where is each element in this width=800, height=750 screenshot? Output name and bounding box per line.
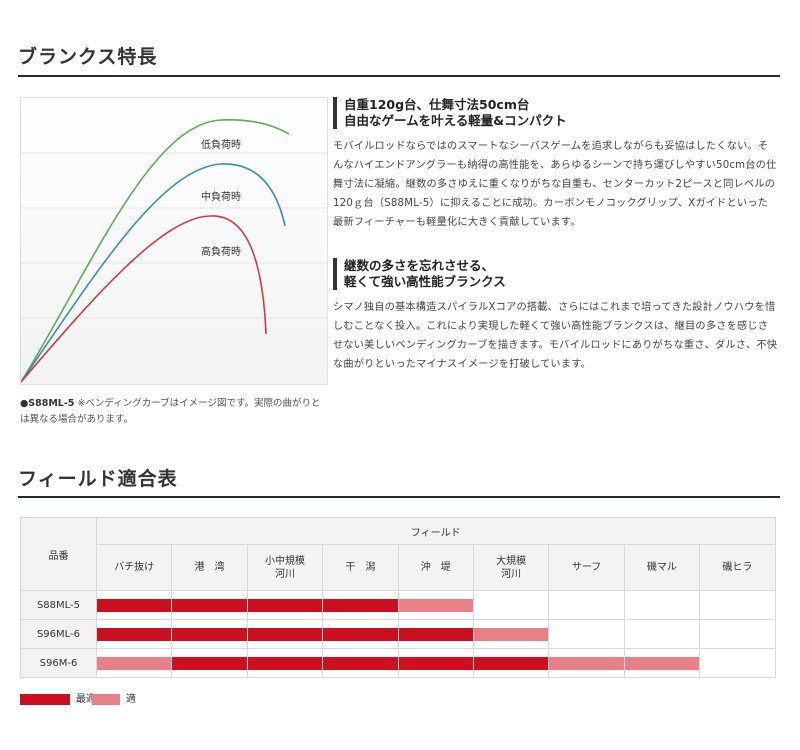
legend-good: 適 [92, 690, 136, 705]
field-cell [171, 619, 248, 649]
field-header-8: 磯マル [623, 544, 701, 591]
rating-bar-best [323, 628, 398, 641]
section-title-blanks: ブランクス特長 [18, 46, 158, 68]
field-cell [699, 648, 776, 678]
field-cell [397, 619, 474, 649]
feature-title-line2: 軽くて強い高性能ブランクス [344, 274, 506, 289]
feature-body: モバイルロッドならではのスマートなシーバスゲームを追求しながらも妥協はしたくない… [333, 141, 777, 228]
feature-body: シマノ独自の基本構造スパイラルXコアの搭載、さらにはこれまで培ってきた設計ノウハ… [333, 302, 778, 370]
rating-bar-best [172, 628, 247, 641]
field-cell [472, 648, 550, 678]
feature-blanks: 継数の多さを忘れさせる、 軽くて強い高性能ブランクス シマノ独自の基本構造スパイ… [333, 258, 778, 374]
curve-mid-load [21, 163, 286, 383]
rating-bar-best [323, 657, 398, 670]
legend-swatch-good [92, 693, 120, 705]
feature-title-line2: 自由なゲームを叶える軽量&コンパクト [344, 113, 567, 128]
field-cell [548, 648, 625, 678]
bending-curve-svg: 低負荷時 中負荷時 高負荷時 [21, 118, 327, 383]
field-cell [548, 590, 625, 620]
table-row: S96M-6 [20, 648, 776, 678]
field-header-9: 磯ヒラ [699, 544, 776, 591]
rating-bar-best [172, 599, 247, 612]
rating-bar-best [247, 628, 323, 641]
section-title-field: フィールド適合表 [18, 468, 178, 490]
field-cell [472, 590, 550, 620]
field-compatibility-table: 品番 フィールド バチ抜け港 湾小中規模 河川干 潟沖 堤大規模 河川 サーフ 磯マ… [20, 517, 776, 678]
rating-bar-good [624, 657, 700, 670]
field-header-3: 小中規模 河川 [246, 544, 324, 591]
field-cell [699, 590, 776, 620]
field-cell [472, 619, 550, 649]
field-cell [322, 619, 399, 649]
table-row: S88ML-5 [20, 590, 776, 620]
feature-heading: 自重120g台、仕舞寸法50cm台 自由なゲームを叶える軽量&コンパクト [333, 97, 778, 129]
col-header-model: 品番 [20, 517, 97, 591]
field-header-2: 港 湾 [171, 544, 248, 591]
rating-bar-best [398, 628, 473, 641]
label-low-load: 低負荷時 [201, 138, 241, 151]
field-header-7: サーフ [548, 544, 625, 591]
rating-bar-best [323, 599, 398, 612]
rating-bar-best [473, 657, 549, 670]
field-cell [623, 648, 701, 678]
field-header-4: 干 潟 [322, 544, 399, 591]
row-model-label: S88ML-5 [20, 590, 97, 620]
label-mid-load: 中負荷時 [201, 190, 241, 203]
field-cell [95, 619, 173, 649]
field-header-6: 大規模 河川 [472, 544, 550, 591]
field-cell [623, 619, 701, 649]
field-cell [548, 619, 625, 649]
rating-bar-good [97, 657, 172, 670]
field-cell [699, 619, 776, 649]
legend-label-best: 最適 [76, 694, 96, 705]
row-model-label: S96ML-6 [20, 619, 97, 649]
rating-bar-good [398, 599, 473, 612]
note-model: ●S88ML-5 [20, 398, 75, 409]
feature-heading: 継数の多さを忘れさせる、 軽くて強い高性能ブランクス [333, 258, 778, 290]
feature-lightweight: 自重120g台、仕舞寸法50cm台 自由なゲームを叶える軽量&コンパクト モバイ… [333, 97, 778, 232]
section-divider [18, 496, 780, 498]
field-cell [171, 590, 248, 620]
note-text: ※ベンディングカーブはイメージ図です。実際の曲がりとは異なる場合があります。 [20, 398, 321, 425]
field-cell [95, 648, 173, 678]
curve-high-load [21, 215, 267, 383]
curve-note: ●S88ML-5 ※ベンディングカーブはイメージ図です。実際の曲がりとは異なる場… [20, 396, 330, 428]
field-cell [171, 648, 248, 678]
field-cell [623, 590, 701, 620]
feature-title-line1: 継数の多さを忘れさせる、 [344, 258, 495, 273]
group-header-field: フィールド [96, 517, 776, 545]
feature-title-line1: 自重120g台、仕舞寸法50cm台 [344, 97, 530, 112]
curve-low-load [21, 118, 290, 383]
rating-bar-good [549, 657, 624, 670]
rating-bar-best [97, 599, 172, 612]
field-cell [95, 590, 173, 620]
section-divider [18, 75, 780, 77]
field-cell [397, 648, 474, 678]
table-row: S96ML-6 [20, 619, 776, 649]
label-high-load: 高負荷時 [201, 245, 241, 258]
field-cell [322, 648, 399, 678]
rating-bar-best [172, 657, 247, 670]
legend-swatch-best [20, 693, 70, 705]
field-cell [322, 590, 399, 620]
field-cell [397, 590, 474, 620]
field-cell [246, 619, 324, 649]
field-header-1: バチ抜け [95, 544, 173, 591]
field-header-5: 沖 堤 [397, 544, 474, 591]
rating-bar-good [473, 628, 549, 641]
row-model-label: S96M-6 [20, 648, 97, 678]
legend-best: 最適 [20, 690, 96, 705]
legend-label-good: 適 [126, 694, 136, 705]
rating-bar-best [247, 599, 323, 612]
bending-curve-illustration: 低負荷時 中負荷時 高負荷時 [20, 97, 328, 385]
rating-bar-best [398, 657, 473, 670]
rating-bar-best [97, 628, 172, 641]
rating-bar-best [247, 657, 323, 670]
field-cell [246, 590, 324, 620]
field-cell [246, 648, 324, 678]
